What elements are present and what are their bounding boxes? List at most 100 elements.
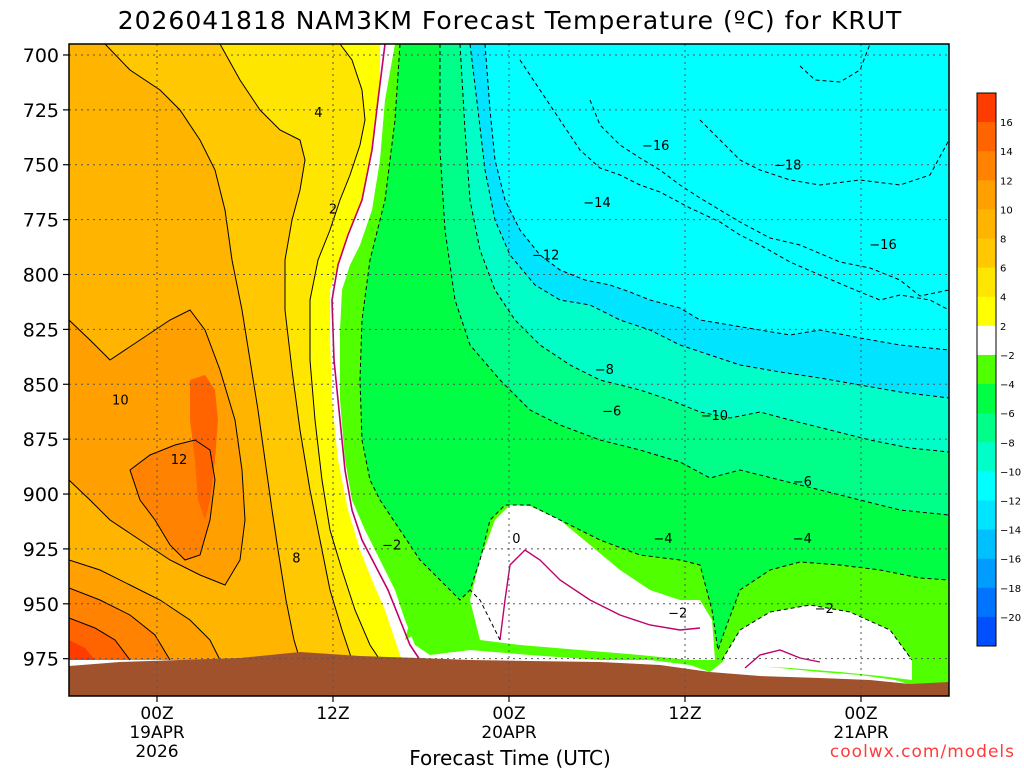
colorbar-swatch <box>977 529 996 560</box>
fill-plus14 <box>190 375 218 520</box>
contour-label: −6 <box>793 475 812 490</box>
x-tick-label: 20APR <box>481 723 537 743</box>
x-tick-label: 00Z <box>844 704 877 724</box>
y-tick-label: 800 <box>23 265 59 287</box>
contour-label: −2 <box>815 602 834 617</box>
contour-label: −2 <box>668 607 687 622</box>
y-tick-label: 900 <box>23 484 59 506</box>
colorbar-swatch <box>977 384 996 414</box>
colorbar-tick-label: −6 <box>1000 409 1015 420</box>
contour-label: −18 <box>774 159 801 174</box>
y-tick-label: 975 <box>23 649 59 671</box>
contour-label: −8 <box>595 363 614 378</box>
colorbar-tick-label: −2 <box>1000 351 1015 362</box>
fill-white-dome-right <box>722 605 912 680</box>
x-tick-label: 2026 <box>135 742 178 762</box>
colorbar-swatch <box>977 500 996 531</box>
fill-plus16-low <box>69 640 95 660</box>
contour-label: −10 <box>701 409 728 424</box>
colorbar-frame <box>976 92 997 647</box>
colorbar-tick-label: −8 <box>1000 438 1015 449</box>
colorbar-legend: 16 14 12 10 8 6 4 2 −2 −4 −6 −8 −10 −12 −14 −16 −18 −20 <box>976 92 1021 647</box>
y-tick-label: 725 <box>23 100 59 122</box>
contour-line-layer <box>69 44 949 669</box>
colorbar-tick-label: 16 <box>1000 118 1013 129</box>
colorbar-swatch <box>977 122 996 152</box>
colorbar-tick-label: −20 <box>1000 613 1021 624</box>
x-tick-label: 00Z <box>140 704 173 724</box>
fill-plus12 <box>130 440 215 560</box>
contour-label: −6 <box>602 405 621 420</box>
x-tick-label: 21APR <box>833 723 889 743</box>
contour-0c-right <box>744 649 821 669</box>
y-tick-label: 700 <box>23 45 59 67</box>
colorbar-tick-label: 10 <box>1000 205 1013 216</box>
colorbar-swatch <box>977 93 996 123</box>
colorbar-tick-label: −12 <box>1000 496 1021 507</box>
colorbar-tick-label: 12 <box>1000 176 1013 187</box>
colorbar-swatch <box>977 267 996 298</box>
contour-label: 8 <box>292 552 300 567</box>
chart-title: 2026041818 NAM3KM Forecast Temperature (… <box>118 6 903 35</box>
y-tick-label: 925 <box>23 539 59 561</box>
colorbar-tick-label: 14 <box>1000 147 1013 158</box>
cold-contours <box>359 44 949 661</box>
y-axis-pressure: 700 725 750 775 800 825 850 875 900 925 950 975 <box>23 45 69 671</box>
warm-contours <box>69 44 381 661</box>
contour-label: −4 <box>653 532 672 547</box>
contour-label: 10 <box>112 394 129 409</box>
fill-green-pocket <box>405 525 500 640</box>
colorbar-tick-label: −10 <box>1000 467 1021 478</box>
contour-label: −16 <box>642 139 669 154</box>
credit-link[interactable]: coolwx.com/models <box>830 742 1015 762</box>
contour-label: −14 <box>583 196 610 211</box>
y-tick-label: 825 <box>23 319 59 341</box>
contour-0c <box>331 44 421 661</box>
contour-label: 12 <box>171 453 188 468</box>
contour-label: −4 <box>793 532 812 547</box>
colorbar-swatch <box>977 471 996 501</box>
colorbar-swatch <box>977 238 996 269</box>
fill-white-dome <box>470 505 715 660</box>
colorbar-swatch <box>977 296 996 327</box>
colorbar-tick-label: 2 <box>1000 322 1006 333</box>
colorbar-tick-label: 4 <box>1000 293 1006 304</box>
y-tick-label: 875 <box>23 429 59 451</box>
colorbar-swatch <box>977 442 996 472</box>
colorbar-swatch <box>977 180 996 210</box>
colorbar-tick-label: −14 <box>1000 526 1021 537</box>
colorbar-swatch <box>977 587 996 618</box>
x-tick-label: 00Z <box>492 704 525 724</box>
colorbar-swatch <box>977 413 996 443</box>
colorbar-tick-label: −4 <box>1000 380 1015 391</box>
contour-0c-dome <box>499 549 701 641</box>
contour-label: 4 <box>314 106 322 121</box>
colorbar-swatch <box>977 616 996 647</box>
colorbar-swatch <box>977 354 996 385</box>
colorbar-swatch <box>977 151 996 181</box>
fill-minus12 <box>69 44 949 350</box>
colorbar-tick-label: 8 <box>1000 235 1006 246</box>
x-tick-label: 12Z <box>668 704 701 724</box>
colorbar-swatch <box>977 209 996 240</box>
x-tick-label: 12Z <box>316 704 349 724</box>
x-axis-label: Forecast Time (UTC) <box>409 746 611 768</box>
contour-label: −12 <box>532 249 559 264</box>
contour-labels: 4 2 10 12 8 −2 0 −4 −2 −6 −8 −10 −6 −4 −2 −12 −14 −16 −18 −… <box>112 106 897 622</box>
colorbar-swatch <box>977 558 996 589</box>
colorbar-tick-label: 6 <box>1000 264 1006 275</box>
colorbar-swatch <box>977 325 996 356</box>
x-tick-label: 19APR <box>129 723 185 743</box>
contour-label: 2 <box>329 203 337 218</box>
y-tick-label: 850 <box>23 374 59 396</box>
y-tick-label: 750 <box>23 155 59 177</box>
y-tick-label: 775 <box>23 210 59 232</box>
contour-label: −16 <box>869 238 896 253</box>
grid-lines <box>69 44 949 696</box>
contour-label: 0 <box>512 532 520 547</box>
colorbar-tick-label: −16 <box>1000 555 1021 566</box>
contour-label: −2 <box>382 539 401 554</box>
y-tick-label: 950 <box>23 594 59 616</box>
